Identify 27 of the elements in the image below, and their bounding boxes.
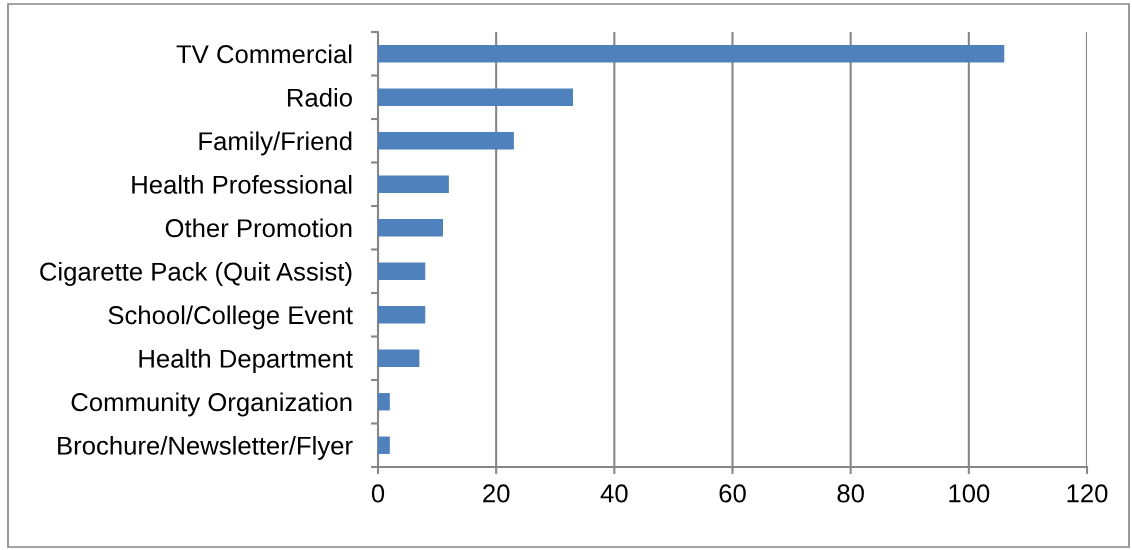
bar [378, 306, 426, 324]
x-tick-label: 40 [600, 484, 628, 503]
bar [378, 349, 420, 367]
x-tick-label: 60 [719, 484, 746, 503]
bar [378, 132, 514, 150]
x-tick-label: 80 [837, 484, 864, 503]
bar [378, 219, 443, 237]
x-tick-label: 100 [949, 484, 990, 503]
bar [378, 88, 573, 106]
bar [378, 45, 1005, 63]
bar [378, 262, 426, 280]
y-tick-label: Health Professional [132, 174, 352, 194]
x-tick-label: 120 [1067, 484, 1108, 503]
y-tick-label: Cigarette Pack (Quit Assist) [40, 261, 352, 286]
x-tick-label: 0 [371, 484, 385, 503]
bar [378, 436, 390, 454]
y-tick-label: Community Organization [71, 392, 352, 417]
y-tick-label: Family/Friend [199, 131, 352, 156]
y-tick-label: Radio [287, 87, 352, 107]
y-tick-label: Brochure/Newsletter/Flyer [58, 435, 353, 460]
x-tick-label: 20 [483, 484, 510, 503]
y-tick-label: Other Promotion [165, 218, 352, 238]
y-tick-label: Health Department [139, 348, 353, 373]
bar [378, 393, 390, 411]
y-tick-label: TV Commercial [176, 44, 352, 64]
bar [378, 175, 449, 193]
y-tick-label: School/College Event [108, 305, 353, 330]
